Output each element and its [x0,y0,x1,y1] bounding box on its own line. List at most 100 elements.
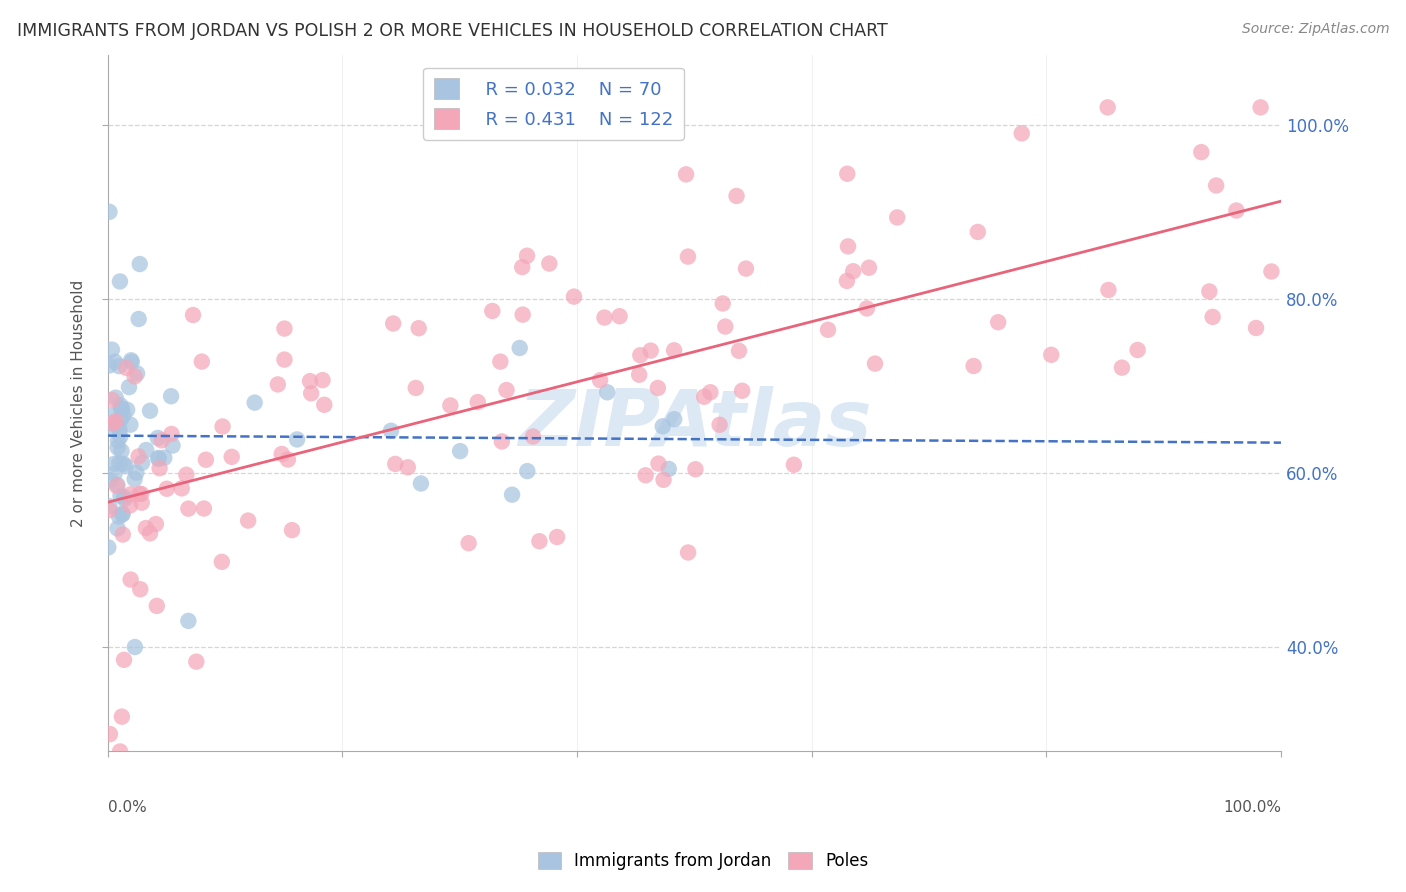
Point [110,401,132,416]
Point [131,456,153,470]
Point [170,482,193,496]
Point [128,312,150,326]
Point [124,472,146,486]
Point [120,417,142,432]
Point [110,412,132,426]
Point [101,421,124,435]
Text: 0.0%: 0.0% [108,800,146,815]
Point [181,308,204,322]
Point [103,417,125,431]
Legend: Immigrants from Jordan, Poles: Immigrants from Jordan, Poles [531,845,875,877]
Point [546,530,568,544]
Point [783,458,806,472]
Point [194,452,217,467]
Point [481,304,503,318]
Point [120,499,142,513]
Point [273,352,295,367]
Text: 100.0%: 100.0% [1223,800,1281,815]
Point [962,359,984,373]
Point [128,450,150,464]
Point [114,459,136,474]
Point [647,457,669,471]
Point [495,383,517,397]
Point [120,573,142,587]
Point [835,274,858,288]
Point [104,391,127,405]
Point [129,582,152,597]
Point [110,444,132,458]
Point [817,323,839,337]
Point [211,555,233,569]
Point [299,374,322,388]
Point [609,310,631,324]
Point [658,100,681,114]
Point [112,490,135,504]
Point [628,368,651,382]
Point [651,419,673,434]
Point [120,353,142,368]
Point [101,409,124,423]
Point [562,290,585,304]
Point [221,450,243,464]
Point [457,536,479,550]
Point [731,384,754,398]
Point [1097,100,1119,114]
Point [125,367,148,381]
Point [139,526,162,541]
Point [112,653,135,667]
Point [966,225,988,239]
Point [125,466,148,480]
Point [115,402,138,417]
Point [277,452,299,467]
Point [153,450,176,465]
Point [100,473,122,487]
Point [405,381,427,395]
Point [98,359,121,373]
Point [110,429,132,443]
Point [135,521,157,535]
Point [128,257,150,271]
Point [107,441,129,455]
Text: ZIPAtlas: ZIPAtlas [517,386,872,462]
Point [186,655,208,669]
Point [98,727,121,741]
Point [112,457,135,471]
Point [108,275,131,289]
Point [191,354,214,368]
Point [676,250,699,264]
Point [640,343,662,358]
Point [104,467,127,481]
Point [120,487,142,501]
Point [714,319,737,334]
Point [285,433,308,447]
Point [299,386,322,401]
Point [685,462,707,476]
Point [858,260,880,275]
Point [110,489,132,503]
Point [98,503,121,517]
Point [311,373,333,387]
Point [110,398,132,412]
Point [699,385,721,400]
Point [124,640,146,654]
Point [145,516,167,531]
Point [115,360,138,375]
Point [148,451,170,466]
Point [658,462,681,476]
Point [409,476,432,491]
Point [281,523,304,537]
Point [176,467,198,482]
Point [243,395,266,409]
Point [987,315,1010,329]
Point [837,239,859,253]
Point [211,419,233,434]
Point [160,389,183,403]
Point [380,424,402,438]
Point [111,508,134,522]
Point [104,414,127,428]
Point [675,167,697,181]
Point [408,321,430,335]
Point [108,456,131,470]
Point [1225,203,1247,218]
Point [711,296,734,310]
